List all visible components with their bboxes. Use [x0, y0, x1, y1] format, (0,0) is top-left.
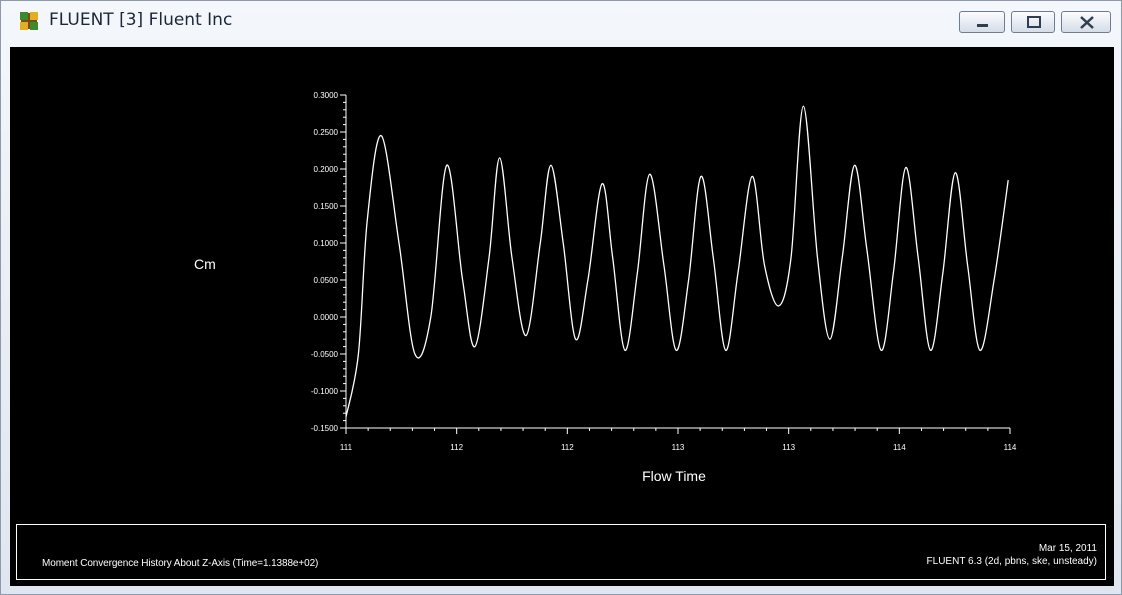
plot-date: Mar 15, 2011: [1038, 543, 1097, 554]
y-tick-label: 0.1500: [314, 202, 339, 211]
y-tick-label: -0.1500: [311, 424, 339, 433]
plot-info: Mar 15, 2011 FLUENT 6.3 (2d, pbns, ske, …: [927, 542, 1097, 568]
maximize-button[interactable]: [1011, 11, 1055, 33]
title-bar[interactable]: FLUENT [3] Fluent Inc: [1, 1, 1121, 39]
x-tick-label: 113: [782, 443, 795, 452]
x-tick-label: 113: [672, 443, 685, 452]
y-tick-label: 0.0000: [314, 313, 339, 322]
y-tick-label: 0.3000: [314, 91, 339, 100]
x-axis-label: Flow Time: [642, 468, 706, 484]
cm-series-line: [345, 105, 1009, 418]
y-tick-label: -0.0500: [311, 350, 339, 359]
graphics-display[interactable]: Cm Flow Time 0.3000 0.2500 0.2000 0.1500 0.1…: [10, 47, 1114, 519]
y-tick-label: 0.0500: [314, 276, 339, 285]
close-button[interactable]: [1061, 11, 1111, 33]
y-tick-label: 0.1000: [314, 239, 339, 248]
y-tick-label: -0.1000: [311, 387, 339, 396]
close-icon: [1080, 16, 1094, 29]
axes: 0.3000 0.2500 0.2000 0.1500 0.1000 0.0500 0.00…: [311, 91, 1017, 452]
fluent-version: FLUENT 6.3 (2d, pbns, ske, unsteady): [926, 556, 1097, 567]
window-title: FLUENT [3] Fluent Inc: [49, 10, 233, 30]
minimize-button[interactable]: [959, 11, 1005, 33]
x-tick-label: 114: [1004, 443, 1017, 452]
series-group: [345, 105, 1009, 418]
y-axis-label: Cm: [194, 256, 216, 272]
maximize-icon: [1027, 16, 1041, 28]
x-tick-label: 114: [893, 443, 906, 452]
status-frame: Moment Convergence History About Z-Axis …: [16, 524, 1106, 580]
minimize-icon: [977, 24, 988, 27]
y-tick-label: 0.2000: [314, 165, 339, 174]
x-tick-label: 112: [561, 443, 574, 452]
status-area: Moment Convergence History About Z-Axis …: [10, 519, 1114, 586]
x-tick-label: 111: [340, 443, 353, 452]
fluent-app-icon: [20, 12, 38, 30]
y-tick-label: 0.2500: [314, 128, 339, 137]
plot-description: Moment Convergence History About Z-Axis …: [42, 558, 319, 569]
x-tick-label: 112: [450, 443, 463, 452]
cm-chart: Cm Flow Time 0.3000 0.2500 0.2000 0.1500 0.1…: [194, 91, 1017, 484]
